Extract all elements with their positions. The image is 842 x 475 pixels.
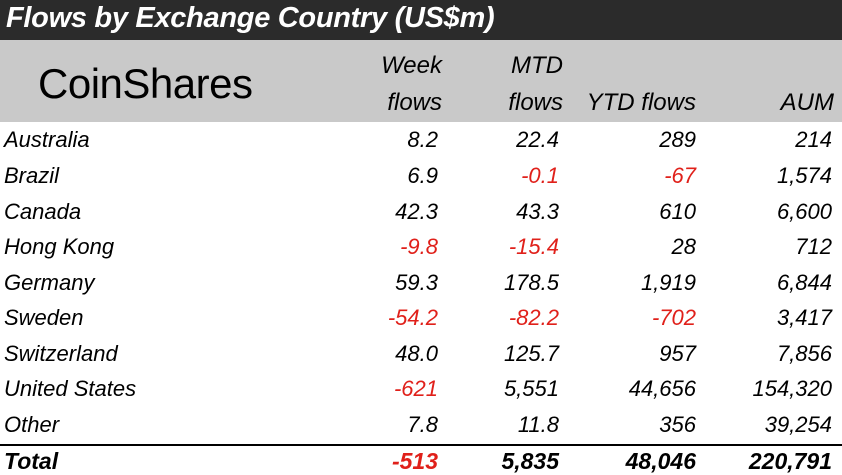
total-label: Total	[4, 448, 59, 474]
header-week-line1: Week	[381, 52, 442, 79]
row-sweden-country: Sweden	[4, 305, 84, 330]
title-bar	[0, 0, 842, 40]
row-brazil-week: 6.9	[407, 163, 438, 188]
row-australia-week: 8.2	[407, 127, 438, 152]
header-mtd-line2: flows	[508, 89, 563, 116]
row-hong-kong-aum: 712	[795, 234, 832, 259]
header-week-line2: flows	[387, 89, 442, 116]
row-other-aum: 39,254	[764, 412, 832, 437]
row-hong-kong-country: Hong Kong	[4, 234, 115, 259]
total-aum: 220,791	[748, 448, 832, 474]
row-united-states-mtd: 5,551	[503, 376, 559, 401]
header-aum: AUM	[780, 89, 834, 116]
row-canada-aum: 6,600	[776, 199, 832, 224]
header-band	[0, 40, 842, 122]
row-brazil-mtd: -0.1	[521, 163, 559, 188]
row-australia-aum: 214	[795, 127, 832, 152]
row-hong-kong-week: -9.8	[400, 234, 438, 259]
total-divider	[0, 444, 842, 446]
row-germany-ytd: 1,919	[640, 270, 696, 295]
total-week: -513	[391, 448, 438, 474]
row-brazil-country: Brazil	[4, 163, 60, 188]
row-other-week: 7.8	[407, 412, 438, 437]
row-united-states-ytd: 44,656	[628, 376, 696, 401]
row-sweden-week: -54.2	[387, 305, 438, 330]
row-other-ytd: 356	[659, 412, 696, 437]
row-canada-ytd: 610	[659, 199, 696, 224]
row-canada-country: Canada	[4, 199, 82, 224]
row-other-country: Other	[4, 412, 60, 437]
header-mtd-line1: MTD	[511, 52, 563, 79]
coinshares-logo: CoinShares	[38, 60, 253, 107]
row-germany-aum: 6,844	[776, 270, 832, 295]
total-mtd: 5,835	[501, 448, 559, 474]
row-sweden-aum: 3,417	[776, 305, 832, 330]
row-australia-ytd: 289	[659, 127, 696, 152]
row-canada-mtd: 43.3	[516, 199, 559, 224]
row-brazil-aum: 1,574	[776, 163, 832, 188]
row-canada-week: 42.3	[395, 199, 438, 224]
row-united-states-week: -621	[393, 376, 438, 401]
row-switzerland-mtd: 125.7	[503, 341, 559, 366]
total-ytd: 48,046	[625, 448, 696, 474]
row-germany-mtd: 178.5	[503, 270, 559, 295]
row-united-states-country: United States	[4, 376, 137, 401]
row-germany-week: 59.3	[395, 270, 438, 295]
row-united-states-aum: 154,320	[752, 376, 832, 401]
row-other-mtd: 11.8	[517, 412, 559, 437]
row-sweden-mtd: -82.2	[508, 305, 559, 330]
row-switzerland-country: Switzerland	[4, 341, 118, 366]
row-brazil-ytd: -67	[664, 163, 696, 188]
row-australia-country: Australia	[4, 127, 90, 152]
header-ytd: YTD flows	[586, 89, 696, 116]
page-title: Flows by Exchange Country (US$m)	[6, 2, 495, 34]
row-germany-country: Germany	[4, 270, 95, 295]
row-sweden-ytd: -702	[651, 305, 696, 330]
row-hong-kong-mtd: -15.4	[508, 234, 559, 259]
row-switzerland-aum: 7,856	[776, 341, 832, 366]
row-hong-kong-ytd: 28	[671, 234, 696, 259]
row-switzerland-week: 48.0	[395, 341, 438, 366]
row-switzerland-ytd: 957	[659, 341, 696, 366]
row-australia-mtd: 22.4	[516, 127, 559, 152]
